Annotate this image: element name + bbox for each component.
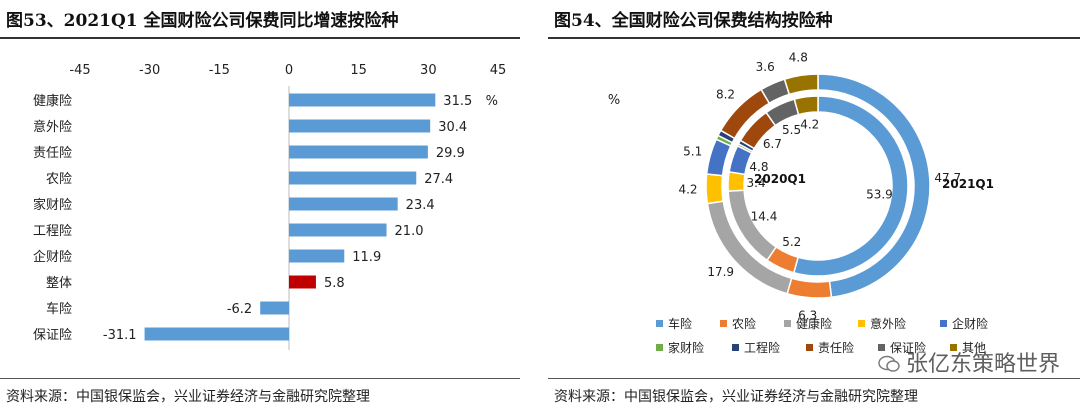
inner-ring-label: 2020Q1: [754, 172, 806, 186]
category-label: 健康险: [33, 93, 72, 109]
bar: [289, 223, 387, 237]
bar: [289, 171, 417, 185]
legend-swatch: [878, 344, 885, 351]
category-label: 保证险: [33, 328, 72, 343]
bar: [289, 145, 428, 159]
value-label: 31.5: [443, 94, 472, 109]
structure-donut-chart: 47.7 6.3 17.9 4.2 5.1 8.2 3.6 4.8 53.9 5.2 14.4 3.4…: [608, 50, 994, 355]
legend-swatch: [784, 320, 791, 327]
bar: [144, 327, 289, 341]
right-title-rule: [548, 37, 1080, 39]
value-label: 11.9: [352, 250, 381, 265]
left-source: 资料来源：中国银保监会，兴业证券经济与金融研究院整理: [6, 389, 370, 405]
bar: [260, 301, 289, 315]
category-label: 意外险: [33, 119, 72, 135]
legend-label: 车险: [668, 316, 692, 331]
x-tick-label: 15: [350, 63, 367, 78]
outer-value-label: 4.2: [678, 182, 697, 196]
legend-label: 保证险: [890, 340, 926, 355]
inner-value-label: 53.9: [866, 187, 893, 201]
value-label: 21.0: [395, 224, 424, 239]
yoy-growth-panel: 图53、2021Q1 全国财险公司保费同比增速按险种 -45 -30 -15 0 15 3…: [0, 0, 520, 412]
legend-label: 意外险: [870, 316, 906, 331]
legend-swatch: [806, 344, 813, 351]
watermark: 张亿东策略世界: [878, 346, 1060, 378]
outer-ring-label: 2021Q1: [942, 177, 994, 191]
x-tick-label: 30: [420, 63, 437, 78]
legend-swatch: [656, 344, 663, 351]
outer-ring-slice: [783, 73, 819, 96]
legend-swatch: [720, 320, 727, 327]
legend-label: 健康险: [796, 316, 832, 331]
inner-value-label: 4.2: [800, 118, 819, 132]
inner-ring-slice: [727, 170, 746, 192]
inner-value-label: 3.4: [747, 176, 766, 190]
wechat-icon: [878, 354, 900, 372]
value-label: 27.4: [424, 172, 453, 187]
outer-value-label: 8.2: [716, 88, 735, 102]
category-label: 责任险: [33, 146, 72, 161]
x-tick-label: -30: [139, 63, 160, 78]
left-source-rule: [0, 378, 520, 379]
x-tick-label: -15: [209, 63, 230, 78]
category-label: 整体: [46, 276, 72, 291]
legend-label: 农险: [732, 316, 756, 331]
right-source: 资料来源：中国银保监会，兴业证券经济与金融研究院整理: [554, 389, 918, 405]
legend-swatch: [950, 344, 957, 351]
legend-label: 责任险: [818, 340, 854, 355]
legend-label: 工程险: [744, 340, 780, 355]
bar: [289, 249, 345, 263]
watermark-text: 张亿东策略世界: [905, 352, 1060, 377]
unit-label: %: [486, 94, 498, 109]
outer-value-label: 4.8: [789, 50, 808, 64]
inner-value-label: 5.5: [782, 123, 801, 137]
category-label: 企财险: [33, 249, 72, 265]
value-label: -6.2: [227, 302, 252, 317]
x-tick-label: 45: [490, 63, 507, 78]
inner-ring-slice: [793, 95, 819, 116]
inner-value-label: 4.8: [749, 160, 768, 174]
outer-value-label: 47.7: [934, 171, 961, 185]
value-label: 23.4: [406, 198, 435, 213]
value-label: 29.9: [436, 146, 465, 161]
premium-structure-panel: 图54、全国财险公司保费结构按险种 47.7 6.3 17.9 4.2 5.1 8.2 3.…: [548, 0, 1080, 412]
legend-label: 家财险: [668, 340, 704, 355]
outer-ring-slice: [786, 277, 833, 299]
x-tick-label: -45: [69, 63, 90, 78]
unit-label: %: [608, 93, 620, 108]
category-label: 车险: [46, 301, 72, 317]
inner-value-label: 6.7: [763, 137, 782, 151]
category-label: 农险: [46, 172, 72, 187]
legend-label: 企财险: [952, 316, 988, 331]
x-tick-label: 0: [285, 63, 293, 78]
legend-swatch: [656, 320, 663, 327]
bar: [289, 275, 316, 289]
category-label: 工程险: [33, 224, 72, 239]
left-chart-title: 图53、2021Q1 全国财险公司保费同比增速按险种: [6, 11, 399, 31]
bar: [289, 119, 431, 133]
inner-value-label: 14.4: [751, 209, 778, 223]
outer-ring-slice: [705, 173, 725, 205]
value-label: 30.4: [438, 120, 467, 135]
legend-label: 其他: [962, 341, 986, 355]
category-label: 家财险: [33, 197, 72, 213]
right-source-rule: [548, 378, 1080, 379]
bar: [289, 93, 436, 107]
outer-value-label: 3.6: [756, 60, 775, 74]
legend-swatch: [858, 320, 865, 327]
growth-bar-chart: -45 -30 -15 0 15 30 45 健康险 31.5 意外险 30.4 责任险 29.9 农险 2…: [33, 63, 507, 350]
bar: [289, 197, 398, 211]
legend-swatch: [940, 320, 947, 327]
outer-value-label: 6.3: [798, 309, 817, 323]
left-title-rule: [0, 37, 520, 39]
legend-swatch: [732, 344, 739, 351]
outer-value-label: 17.9: [707, 265, 734, 279]
inner-value-label: 5.2: [782, 235, 801, 249]
value-label: -31.1: [103, 328, 137, 343]
right-chart-title: 图54、全国财险公司保费结构按险种: [554, 11, 833, 31]
value-label: 5.8: [324, 276, 345, 291]
outer-value-label: 5.1: [683, 144, 702, 158]
